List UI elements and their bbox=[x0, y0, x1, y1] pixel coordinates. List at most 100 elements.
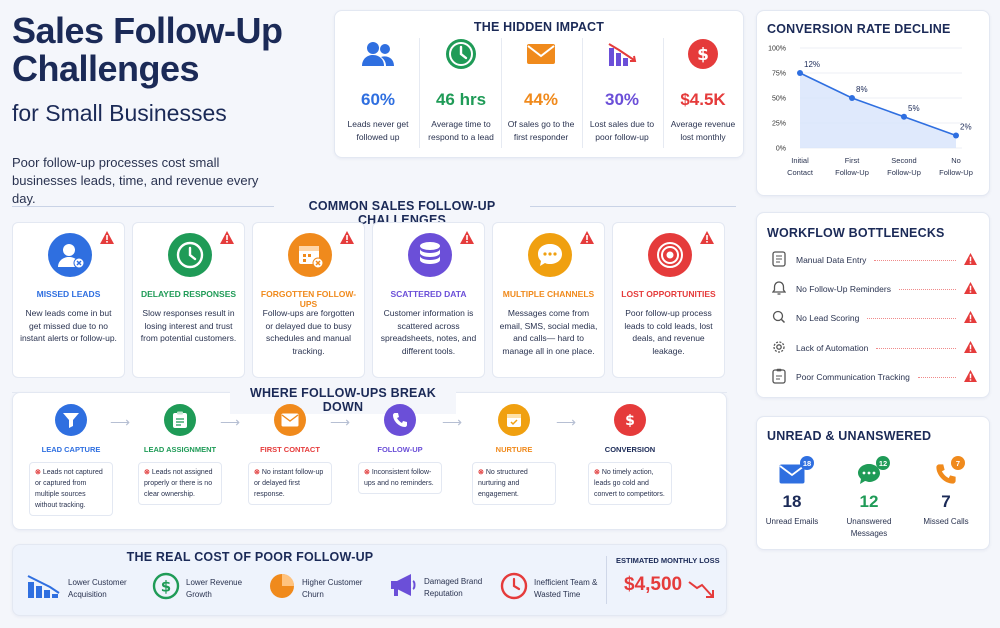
warning-icon bbox=[460, 231, 474, 249]
data-point bbox=[797, 70, 803, 76]
arrow-right-icon: ⟶ bbox=[220, 414, 241, 430]
data-label: 5% bbox=[908, 104, 920, 113]
x-icon: ⊗ bbox=[35, 469, 43, 476]
challenge-name: SCATTERED DATA bbox=[390, 289, 467, 299]
warning-icon bbox=[964, 370, 977, 384]
flow-stage: LEAD ASSIGNMENT ⊗ Leads not assigned pro… bbox=[132, 404, 228, 505]
unread-label: Unanswered Messages bbox=[846, 517, 892, 538]
dollar-circle-icon: $ bbox=[152, 572, 180, 605]
conversion-card: CONVERSION RATE DECLINE bbox=[756, 10, 990, 196]
challenge-desc: Customer information is scattered across… bbox=[380, 308, 477, 356]
warning-icon bbox=[580, 231, 594, 249]
target-icon bbox=[648, 233, 692, 277]
cost-label: Lower Customer Acquisition bbox=[68, 577, 127, 599]
divider bbox=[530, 206, 736, 207]
chart-down-icon bbox=[582, 38, 662, 70]
warning-icon bbox=[964, 341, 977, 355]
bottleneck-label: Manual Data Entry bbox=[796, 255, 867, 265]
cost-label: Higher Customer Churn bbox=[302, 577, 363, 599]
breakdown-title: WHERE FOLLOW-UPS BREAK DOWN bbox=[230, 386, 456, 414]
loss-label: ESTIMATED MONTHLY LOSS bbox=[616, 556, 720, 565]
impact-item: 46 hrs Average time to respond to a lead bbox=[421, 38, 501, 144]
stage-issue: ⊗ No timely action, leads go cold and co… bbox=[588, 462, 672, 505]
divider bbox=[582, 38, 583, 148]
challenge-desc: Slow responses result in losing interest… bbox=[140, 308, 237, 343]
arrow-right-icon: ⟶ bbox=[330, 414, 351, 430]
calendar-icon bbox=[498, 404, 530, 436]
impact-value: 60% bbox=[360, 90, 396, 109]
divider bbox=[606, 556, 607, 604]
stage-issue-text: No instant follow-up or delayed first re… bbox=[254, 469, 324, 498]
dotted-line bbox=[874, 259, 956, 261]
impact-label: Leads never get followed up bbox=[347, 119, 409, 142]
stage-issue-text: No structured nurturing and engagement. bbox=[478, 469, 528, 498]
y-tick-label: 100% bbox=[768, 46, 786, 53]
cost-item: Lower Customer Acquisition bbox=[26, 572, 138, 605]
warning-icon bbox=[220, 231, 234, 249]
flow-stage: LEAD CAPTURE ⊗ Leads not captured or cap… bbox=[23, 404, 119, 516]
bottleneck-row: Manual Data Entry bbox=[772, 251, 977, 269]
x-tick-label: Second bbox=[891, 156, 916, 165]
x-icon: ⊗ bbox=[594, 469, 602, 476]
bottleneck-row: Poor Communication Tracking bbox=[772, 368, 977, 386]
challenge-name: MULTIPLE CHANNELS bbox=[502, 289, 595, 299]
flow-stage: FIRST CONTACT ⊗ No instant follow-up or … bbox=[242, 404, 338, 505]
bottlenecks-card: WORKFLOW BOTTLENECKS bbox=[756, 212, 990, 398]
data-label: 2% bbox=[960, 123, 972, 132]
chat-icon: 12 bbox=[834, 456, 904, 486]
loss-value: $4,500 bbox=[624, 574, 683, 595]
x-tick-label: First bbox=[845, 156, 860, 165]
cost-item: Damaged Brand Reputation bbox=[388, 572, 488, 603]
arrow-right-icon: ⟶ bbox=[110, 414, 131, 430]
unread-label: Unread Emails bbox=[765, 517, 819, 526]
unread-item: 7 7 Missed Calls bbox=[911, 456, 981, 528]
impact-label: Lost sales due to poor follow-up bbox=[589, 119, 655, 142]
x-tick-label: Follow-Up bbox=[887, 168, 921, 177]
page-title: Sales Follow-Up Challenges bbox=[12, 12, 283, 88]
database-icon bbox=[408, 233, 452, 277]
bottleneck-label: No Lead Scoring bbox=[796, 313, 860, 323]
series-line bbox=[799, 72, 957, 137]
impact-item: 44% Of sales go to the first responder bbox=[501, 38, 581, 144]
challenge-name: MISSED LEADS bbox=[36, 289, 101, 299]
cost-item: Higher Customer Churn bbox=[268, 572, 372, 605]
document-icon bbox=[772, 251, 786, 269]
clipboard-icon bbox=[772, 368, 786, 386]
count-badge: 18 bbox=[800, 456, 814, 470]
divider bbox=[663, 38, 664, 148]
intro-text: Poor follow-up processes cost small busi… bbox=[12, 155, 259, 206]
warning-icon bbox=[964, 311, 977, 325]
phone-icon bbox=[384, 404, 416, 436]
user-x-icon bbox=[48, 233, 92, 277]
y-tick-label: 25% bbox=[772, 121, 786, 128]
challenge-card: SCATTERED DATA Customer information is s… bbox=[372, 222, 485, 378]
stage-name: CONVERSION bbox=[604, 445, 656, 454]
warning-icon bbox=[964, 253, 977, 267]
stage-issue-text: Leads not assigned properly or there is … bbox=[144, 469, 213, 498]
bottlenecks-title: WORKFLOW BOTTLENECKS bbox=[767, 226, 945, 240]
bottleneck-row: Lack of Automation bbox=[772, 339, 977, 357]
bottleneck-label: Lack of Automation bbox=[796, 343, 869, 353]
challenge-name: DELAYED RESPONSES bbox=[140, 289, 237, 299]
impact-label: Of sales go to the first responder bbox=[507, 119, 575, 142]
chat-icon bbox=[528, 233, 572, 277]
x-tick-label: Follow-Up bbox=[835, 168, 869, 177]
flow-stage: NURTURE ⊗ No structured nurturing and en… bbox=[466, 404, 562, 505]
impact-item: $ $4.5K Average revenue lost monthly bbox=[663, 38, 743, 144]
cost-label: Damaged Brand Reputation bbox=[424, 576, 483, 598]
stage-name: NURTURE bbox=[495, 445, 533, 454]
unread-title: UNREAD & UNANSWERED bbox=[767, 429, 932, 443]
users-icon bbox=[338, 38, 418, 70]
impact-item: 60% Leads never get followed up bbox=[338, 38, 418, 144]
unread-label: Missed Calls bbox=[923, 517, 969, 526]
warning-icon bbox=[700, 231, 714, 249]
unread-item: 18 18 Unread Emails bbox=[757, 456, 827, 528]
calendar-x-icon bbox=[288, 233, 332, 277]
y-tick-label: 50% bbox=[772, 96, 786, 103]
real-cost-card bbox=[12, 544, 727, 616]
x-icon: ⊗ bbox=[364, 469, 372, 476]
challenge-card: FORGOTTEN FOLLOW-UPS Follow-ups are forg… bbox=[252, 222, 365, 378]
dotted-line bbox=[876, 347, 956, 349]
x-icon: ⊗ bbox=[478, 469, 486, 476]
stage-name: FOLLOW-UP bbox=[377, 445, 423, 454]
